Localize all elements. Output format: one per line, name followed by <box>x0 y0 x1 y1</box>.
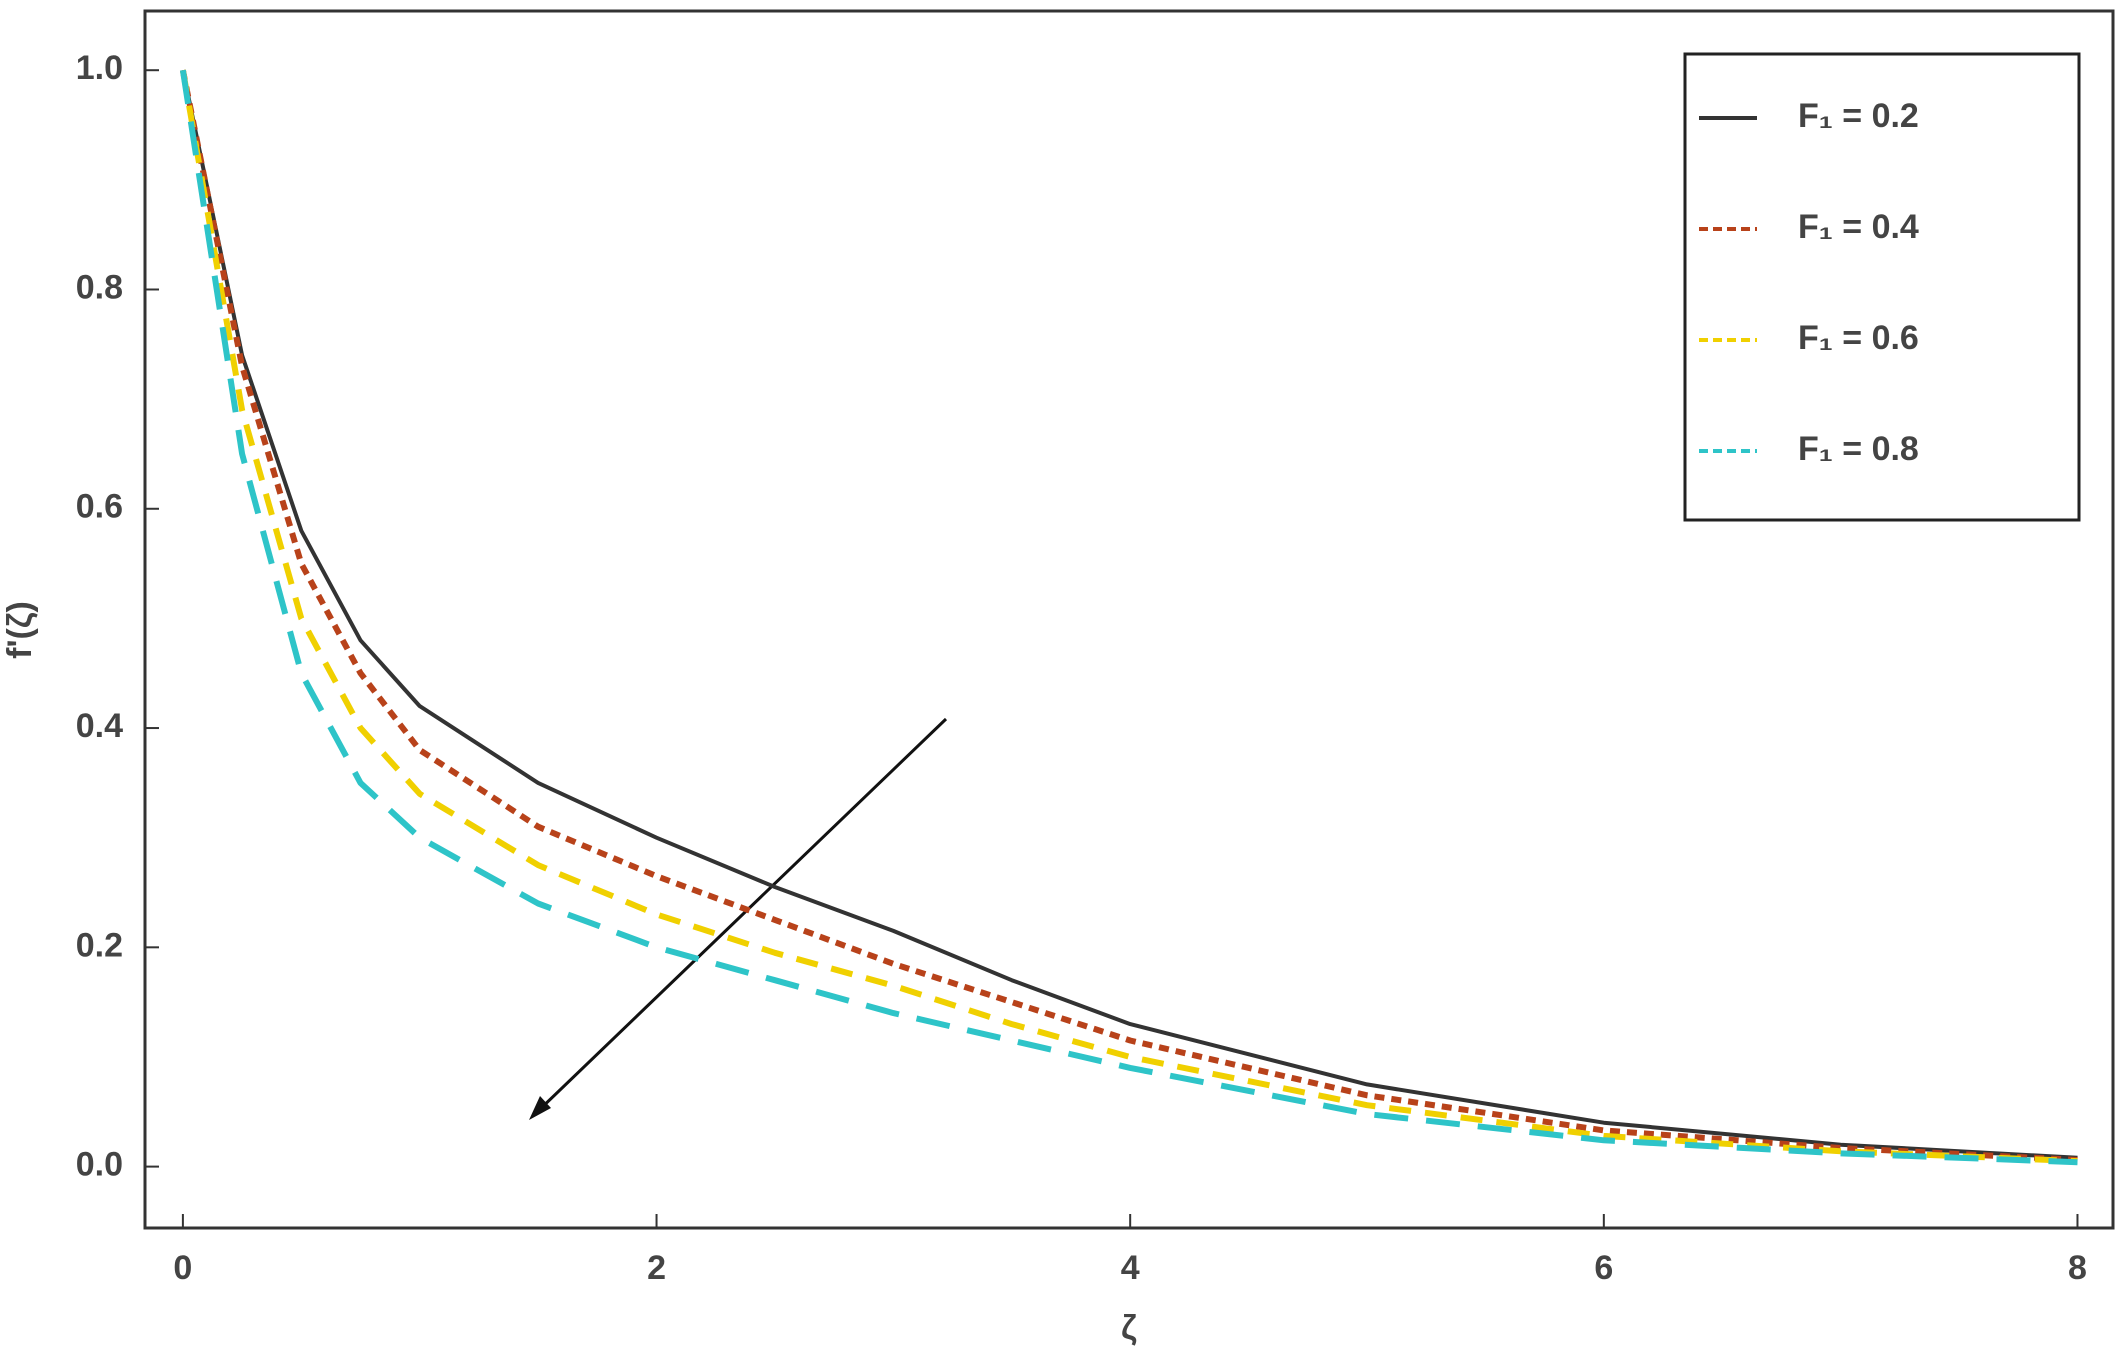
y-tick-label: 0.2 <box>76 926 123 964</box>
x-tick-label: 6 <box>1594 1249 1613 1287</box>
trend-arrow <box>529 717 948 1120</box>
y-axis-label: f'(ζ) <box>1 601 39 659</box>
legend-label: F₁ = 0.4 <box>1798 208 1919 246</box>
y-tick-label: 0.0 <box>76 1146 123 1184</box>
series-line <box>179 69 2078 1166</box>
y-tick-label: 1.0 <box>76 49 123 87</box>
legend: F₁ = 0.2 F₁ = 0.4 F₁ = 0.6 F₁ = 0.8 <box>1683 52 2081 522</box>
x-tick-label: 4 <box>1121 1249 1140 1287</box>
legend-label: F₁ = 0.8 <box>1798 430 1919 468</box>
x-tick-label: 2 <box>647 1249 666 1287</box>
x-tick-label: 8 <box>2068 1249 2087 1287</box>
series-line <box>179 69 2078 1163</box>
legend-box <box>1683 52 2081 522</box>
x-tick-label: 0 <box>173 1249 192 1287</box>
series-line <box>179 69 2078 1165</box>
y-tick-label: 0.6 <box>76 488 123 526</box>
y-tick-label: 0.4 <box>76 707 123 745</box>
y-tick-label: 0.8 <box>76 268 123 306</box>
x-axis-label: ζ <box>1121 1309 1137 1347</box>
plot-frame <box>143 9 2115 1230</box>
legend-label: F₁ = 0.2 <box>1798 97 1919 135</box>
legend-label: F₁ = 0.6 <box>1798 319 1919 357</box>
series-line <box>180 69 2078 1160</box>
